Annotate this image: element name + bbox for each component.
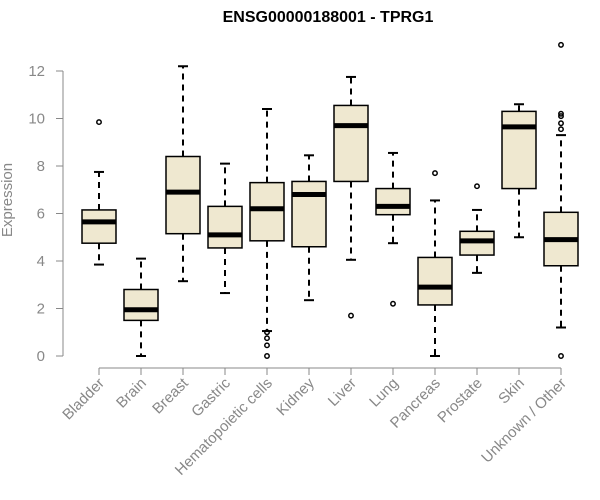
y-axis-label: Expression (0, 163, 16, 237)
iqr-box (165, 155, 201, 235)
x-tick-label: Brain (113, 375, 150, 412)
iqr-box (417, 256, 453, 306)
y-tick-label: 0 (37, 348, 45, 365)
box-gastric (207, 162, 243, 295)
iqr-box (333, 104, 369, 183)
x-tick-label: Liver (325, 375, 360, 410)
outlier-point (264, 329, 270, 336)
iqr-box (375, 187, 411, 216)
iqr-box (291, 180, 327, 248)
outlier-point (264, 353, 270, 359)
iqr-box (81, 209, 117, 244)
y-tick-label: 12 (28, 63, 45, 80)
x-tick-label: Kidney (273, 374, 318, 419)
outlier-point (390, 300, 396, 307)
y-tick-label: 4 (37, 253, 45, 270)
box-skin (501, 103, 537, 239)
outlier-point (558, 126, 564, 133)
iqr-box (249, 181, 285, 242)
boxes-group (81, 41, 579, 359)
box-pancreas (417, 170, 453, 357)
outlier-point (558, 113, 564, 120)
box-unknown-other (543, 41, 579, 359)
outlier-point (474, 183, 480, 190)
outlier-point (432, 170, 438, 177)
box-breast (165, 65, 201, 283)
outlier-point (264, 342, 270, 349)
y-axis: 0 2 4 6 8 10 12 (28, 63, 64, 365)
outlier-point (96, 119, 102, 126)
x-tick-label: Prostate (434, 375, 486, 427)
y-tick-label: 10 (28, 111, 45, 128)
x-tick-label: Lung (366, 375, 402, 411)
box-prostate (459, 183, 495, 274)
iqr-box (207, 205, 243, 249)
outlier-point (558, 120, 564, 127)
box-brain (123, 257, 159, 357)
outlier-point (558, 41, 564, 48)
y-tick-label: 2 (37, 301, 45, 318)
y-tick-label: 8 (37, 158, 45, 175)
y-tick-label: 6 (37, 206, 45, 223)
outlier-point (264, 335, 270, 342)
box-lung (375, 151, 411, 307)
iqr-box (501, 110, 537, 190)
x-tick-label: Breast (149, 374, 192, 417)
box-hematopoietic-cells (249, 108, 285, 359)
iqr-box (123, 288, 159, 322)
outlier-point (558, 110, 564, 117)
box-liver (333, 75, 369, 319)
outlier-point (348, 312, 354, 319)
x-tick-label: Bladder (59, 375, 108, 424)
box-kidney (291, 154, 327, 302)
x-tick-label: Skin (495, 375, 528, 408)
box-bladder (81, 119, 117, 266)
outlier-point (558, 353, 564, 359)
chart-title: ENSG00000188001 - TPRG1 (223, 9, 434, 26)
